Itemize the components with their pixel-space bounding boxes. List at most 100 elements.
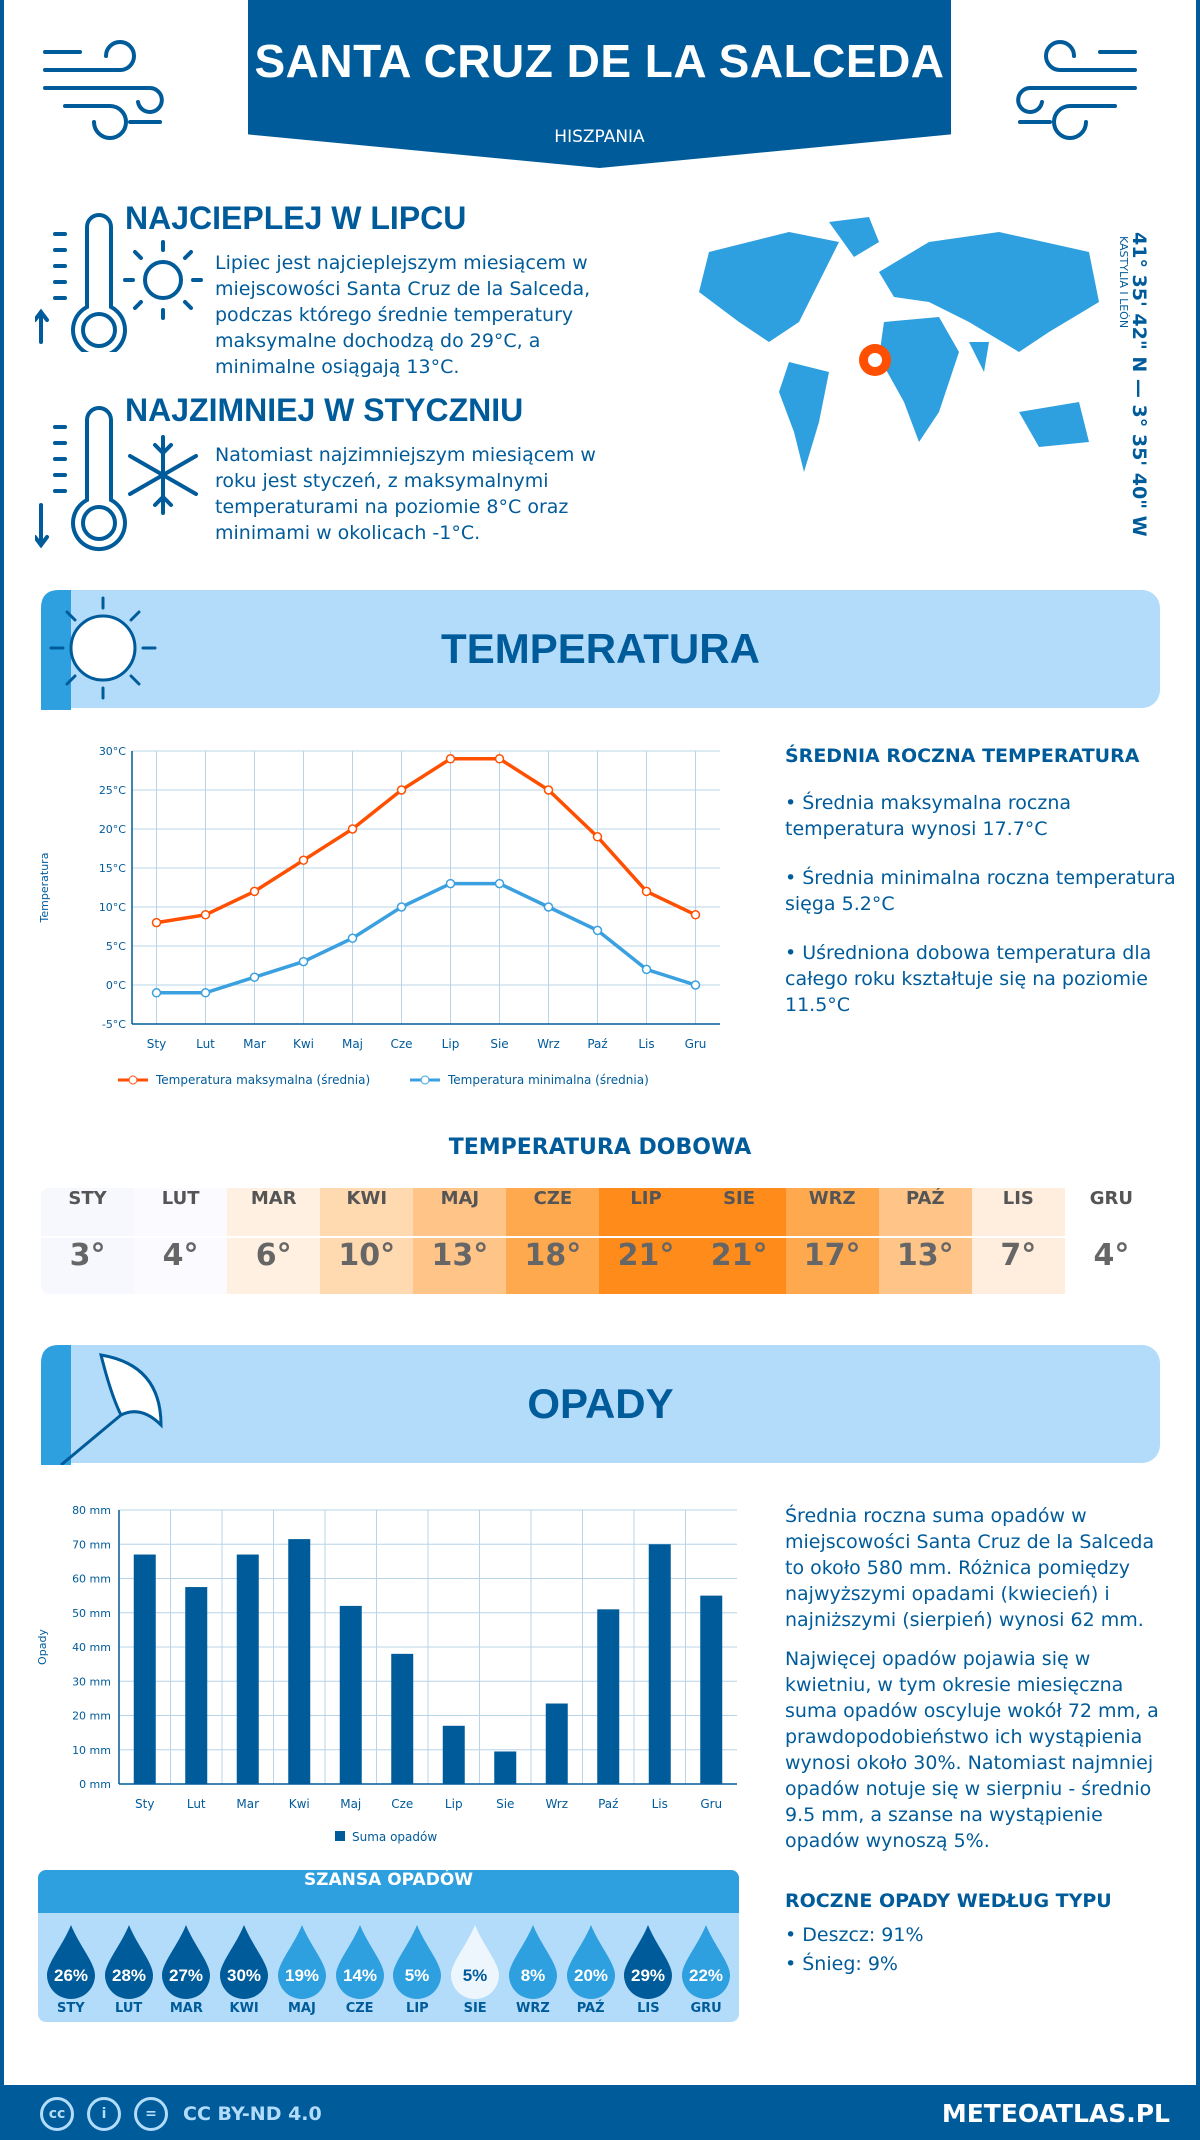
daily-cell: LIP 21° (599, 1188, 693, 1294)
raindrop-icon: 19% (277, 1925, 326, 1999)
daily-month: MAJ (413, 1188, 507, 1238)
y-tick-label: 40 mm (72, 1641, 111, 1654)
sun-icon (123, 240, 203, 320)
precipitation-chart: 0 mm 10 mm 20 mm 30 mm 40 mm 50 mm 60 mm 70 mm 8… (36, 1504, 737, 1844)
x-tick-label: Lip (442, 1037, 460, 1051)
bar (185, 1587, 208, 1784)
chance-month: WRZ (515, 2001, 550, 2016)
daily-month: STY (41, 1188, 135, 1238)
bar (288, 1539, 311, 1784)
daily-month: KWI (320, 1188, 414, 1238)
x-tick-label: Wrz (537, 1037, 560, 1051)
x-tick-label: Paź (587, 1037, 607, 1051)
legend-label: Suma opadów (352, 1830, 437, 1844)
chance-value: 8% (521, 1966, 546, 1985)
temperature-section-bar: TEMPERATURA (41, 590, 1160, 708)
x-tick-label: Lis (638, 1037, 654, 1051)
y-tick-label: 10 mm (72, 1744, 111, 1757)
bar (545, 1703, 568, 1784)
daily-cell: PAŹ 13° (878, 1188, 972, 1294)
temperature-bullet: • Uśredniona dobowa temperatura dla całe… (785, 942, 1152, 1016)
legend-swatch (335, 1831, 345, 1841)
precip-chance-panel: SZANSA OPADÓW 26% STY 28% LUT 27% MAR 30% KWI 19… (38, 1870, 739, 2022)
daily-cell: GRU 4° (1064, 1188, 1158, 1294)
daily-cell: WRZ 17° (785, 1188, 879, 1294)
daily-value: 4° (162, 1238, 199, 1273)
daily-cell: SIE 21° (692, 1188, 786, 1294)
chance-month: LIS (637, 2001, 660, 2016)
precip-text-1: Średnia roczna suma opadów w miejscowośc… (785, 1505, 1155, 1631)
y-tick-label: -5°C (102, 1018, 126, 1031)
coldest-text: Natomiast najzimniejszym miesiącem w rok… (215, 444, 596, 544)
chance-value: 5% (463, 1966, 488, 1985)
sun-icon (41, 590, 157, 710)
chance-month: CZE (345, 2001, 374, 2016)
data-point (641, 886, 652, 897)
chance-value: 30% (227, 1966, 261, 1985)
precip-type-rain: • Deszcz: 91% (785, 1924, 924, 1946)
data-point (347, 824, 358, 834)
daily-temperature-table: STY 3° LUT 4° MAR 6° KWI 10° MAJ 13° CZE 18° LIP 21° S… (41, 1188, 1158, 1294)
y-tick-label: 5°C (106, 940, 126, 953)
daily-cell: MAJ 13° (413, 1188, 507, 1294)
daily-value: 21° (710, 1238, 768, 1273)
data-point (249, 972, 260, 982)
footer (0, 2085, 1200, 2140)
precip-type-snow: • Śnieg: 9% (785, 1953, 898, 1975)
daily-month: GRU (1064, 1188, 1158, 1238)
temperature-bullet: • Średnia maksymalna roczna temperatura … (785, 792, 1072, 840)
chance-drop: 20% PAŹ (562, 1913, 620, 2016)
data-point (396, 785, 407, 795)
raindrop-icon: 8% (508, 1925, 557, 1999)
header-banner (248, 0, 951, 168)
chance-value: 5% (405, 1966, 430, 1985)
x-tick-label: Cze (390, 1037, 412, 1051)
x-tick-label: Sty (135, 1797, 154, 1811)
chance-month: SIE (463, 2001, 487, 2016)
bar (339, 1605, 362, 1784)
legend-marker (128, 1075, 138, 1085)
y-tick-label: 20 mm (72, 1710, 111, 1723)
x-tick-label: Lut (187, 1797, 206, 1811)
location-marker-icon (859, 344, 891, 376)
y-tick-label: 0°C (106, 979, 126, 992)
data-point (151, 988, 162, 998)
x-tick-label: Gru (685, 1037, 707, 1051)
x-tick-label: Mar (243, 1037, 266, 1051)
bar (700, 1595, 723, 1784)
x-tick-label: Kwi (289, 1797, 310, 1811)
daily-cell: MAR 6° (227, 1188, 321, 1294)
bar (648, 1544, 671, 1784)
daily-cell: LIS 7° (971, 1188, 1065, 1294)
daily-month: LIS (971, 1188, 1065, 1238)
temperature-chart: -5°C 0°C 5°C 10°C 15°C 20°C 25°C 30°C Sty Lut Mar K… (38, 745, 720, 1087)
chance-drop: 30% KWI (215, 1913, 273, 2016)
chance-value: 22% (689, 1966, 723, 1985)
chance-month: KWI (229, 2001, 259, 2016)
y-tick-label: 60 mm (72, 1573, 111, 1586)
chance-drop: 26% STY (42, 1913, 100, 2016)
precip-text-2: Najwięcej opadów pojawia się w kwietniu,… (785, 1648, 1159, 1852)
wind-icon (1016, 40, 1137, 140)
data-point (347, 933, 358, 943)
y-tick-label: 10°C (99, 901, 126, 914)
chance-drop: 22% GRU (677, 1913, 735, 2016)
data-point (592, 925, 603, 936)
x-tick-label: Kwi (293, 1037, 314, 1051)
daily-month: CZE (506, 1188, 600, 1238)
chance-value: 19% (285, 1966, 319, 1985)
daily-value: 7° (1000, 1238, 1037, 1273)
daily-cell: KWI 10° (320, 1188, 414, 1294)
data-point (592, 832, 603, 842)
data-point (445, 754, 456, 764)
precip-section-bar: OPADY (41, 1345, 1160, 1463)
site-link[interactable]: METEOATLAS.PL (941, 2099, 1170, 2128)
daily-cell: CZE 18° (506, 1188, 600, 1294)
data-point (641, 964, 652, 975)
chance-drop: 14% CZE (331, 1913, 389, 2016)
raindrop-icon: 22% (682, 1925, 731, 1999)
daily-value: 18° (524, 1238, 582, 1273)
raindrop-icon: 30% (220, 1925, 269, 1999)
y-tick-label: 30 mm (72, 1675, 111, 1688)
temperature-summary-title: ŚREDNIA ROCZNA TEMPERATURA (785, 745, 1140, 767)
